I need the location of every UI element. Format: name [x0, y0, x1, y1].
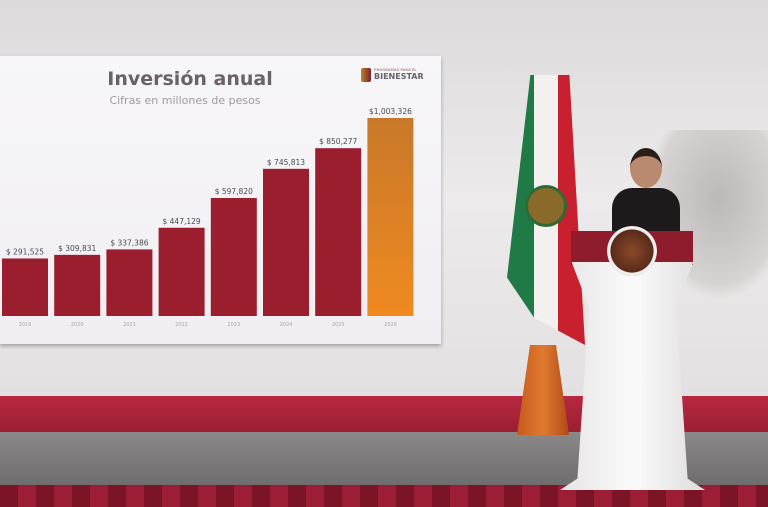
x-tick-2026: 2026: [384, 322, 397, 328]
slide-subtitle: Cifras en millones de pesos: [109, 94, 261, 107]
bar-2022: [158, 227, 205, 316]
bar-chart: $ 291,525 2019 $ 309,831 2020 $ 337,386 2021 $…: [2, 107, 414, 328]
data-label-2020: $ 309,831: [58, 244, 96, 253]
x-tick-2023: 2023: [227, 322, 240, 328]
x-tick-2021: 2021: [123, 322, 136, 328]
x-tick-2025: 2025: [332, 322, 345, 328]
data-label-2024: $ 745,813: [267, 158, 305, 167]
data-label-2019: $ 291,525: [6, 247, 44, 256]
logo-icon: [361, 68, 371, 82]
data-label-2023: $ 597,820: [215, 187, 253, 196]
bar-2023: [210, 198, 257, 316]
slide-title: Inversión anual: [107, 68, 273, 90]
bar-2019: [2, 258, 48, 316]
bar-2024: [263, 168, 309, 316]
speaker: [612, 148, 680, 238]
data-label-2021: $ 337,386: [110, 238, 148, 247]
stage-curtain: [0, 485, 768, 507]
logo-text: BIENESTAR: [374, 71, 424, 81]
x-tick-2024: 2024: [280, 322, 293, 328]
x-tick-2022: 2022: [175, 322, 188, 328]
data-label-2022: $ 447,129: [163, 217, 201, 226]
flag-emblem: [525, 185, 567, 227]
bar-2020: [54, 254, 101, 316]
data-label-2026: $1,003,326: [369, 107, 412, 116]
x-tick-2019: 2019: [19, 322, 32, 328]
data-label-2025: $ 850,277: [319, 137, 357, 146]
bar-2025: [315, 148, 362, 316]
bienestar-logo: PROGRAMAS PARA EL BIENESTAR: [361, 68, 424, 82]
logo-small: PROGRAMAS PARA EL: [374, 68, 417, 73]
bar-2021: [106, 249, 153, 316]
podium-seal: [607, 226, 657, 276]
x-tick-2020: 2020: [71, 322, 84, 328]
bar-2026: [367, 118, 414, 316]
